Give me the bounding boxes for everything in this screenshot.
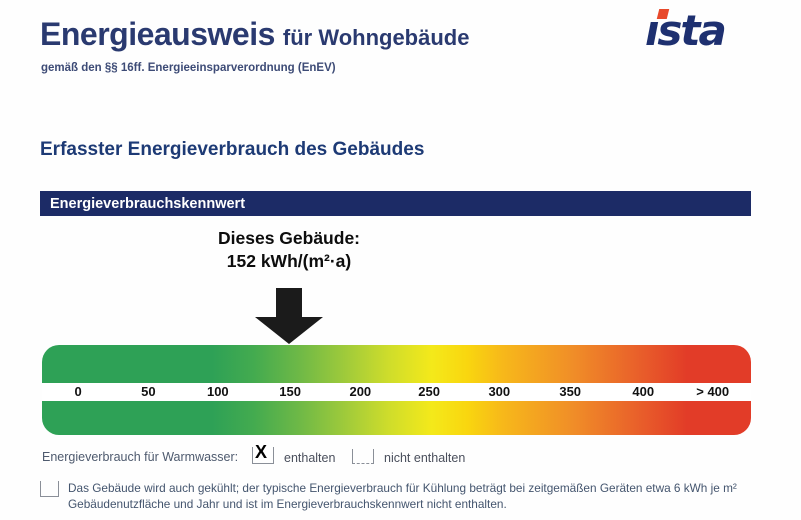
- marker-arrow-down-icon: [255, 317, 323, 344]
- title-main: Energieausweis: [40, 16, 275, 52]
- section-heading: Erfasster Energieverbrauch des Gebäudes: [40, 139, 425, 160]
- building-label: Dieses Gebäude:: [218, 228, 360, 248]
- tick-350: 350: [559, 384, 582, 399]
- tick-300: 300: [488, 384, 511, 399]
- ista-logo: ısta: [645, 6, 755, 58]
- tick-over-400: > 400: [696, 384, 730, 399]
- cooling-note-text: Das Gebäude wird auch gekühlt; der typis…: [68, 481, 737, 511]
- document-title: Energieausweis für Wohngebäude: [40, 16, 469, 53]
- energy-scale-axis: 0 50 100 150 200 250 300 350 400 > 400: [42, 383, 751, 401]
- building-value: 152 kWh/(m²·a): [226, 251, 352, 271]
- tick-150: 150: [279, 384, 301, 399]
- warmwasser-label: Energieverbrauch für Warmwasser:: [42, 450, 239, 464]
- title-suffix: für Wohngebäude: [282, 25, 470, 50]
- tick-50: 50: [141, 384, 156, 399]
- tick-0: 0: [74, 384, 82, 399]
- kennwert-header-label: Energieverbrauchskennwert: [50, 195, 246, 212]
- tick-200: 200: [349, 384, 372, 399]
- checkbox-enthalten[interactable]: X: [252, 442, 274, 464]
- energy-scale-bar: 0 50 100 150 200 250 300 350 400 > 400: [42, 345, 751, 435]
- marker-arrow-stem: [276, 288, 302, 319]
- checkbox-nicht-enthalten[interactable]: [352, 449, 374, 464]
- checkbox-x-mark: X: [255, 442, 268, 462]
- kennwert-header-bar: Energieverbrauchskennwert: [40, 191, 751, 216]
- tick-400: 400: [632, 384, 655, 399]
- tick-100: 100: [206, 384, 229, 399]
- checkbox-gekuehlt[interactable]: [40, 481, 59, 497]
- building-value-annotation: Dieses Gebäude: 152 kWh/(m²·a): [164, 227, 414, 273]
- tick-250: 250: [418, 384, 440, 399]
- document-subtitle: gemäß den §§ 16ff. Energieeinsparverordn…: [41, 62, 336, 74]
- nicht-enthalten-label: nicht enthalten: [384, 451, 466, 465]
- enthalten-label: enthalten: [284, 451, 336, 465]
